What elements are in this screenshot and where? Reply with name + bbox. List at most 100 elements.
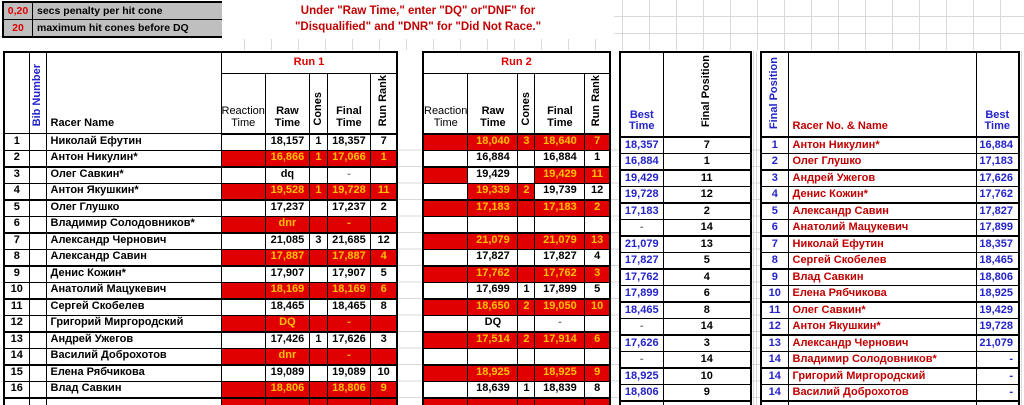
run1-reaction-cell[interactable] [220, 380, 266, 399]
run1-raw-cell[interactable]: 18,157 [264, 133, 310, 151]
standing-best-cell[interactable]: 17,827 [975, 202, 1020, 220]
run1-rank-cell[interactable]: 10 [369, 364, 398, 382]
standing-best-cell[interactable]: 18,806 [975, 268, 1020, 286]
run2-title[interactable]: Run 2 [422, 51, 611, 74]
run2-rank-cell[interactable]: 9 [584, 364, 611, 382]
run1-rank-cell[interactable]: 2 [369, 199, 398, 217]
racer-name-cell[interactable]: Влад Савкин [45, 380, 222, 399]
run1-final-cell[interactable]: 19,728 [326, 182, 371, 201]
run2-reaction-cell[interactable] [422, 265, 469, 283]
run1-reaction-cell[interactable] [220, 298, 266, 316]
run2-cones-cell[interactable] [517, 347, 536, 366]
bib-number-cell[interactable] [28, 331, 47, 349]
row-number-cell[interactable]: 15 [3, 364, 30, 382]
run2-reaction-cell[interactable] [422, 347, 469, 366]
bib-number-cell[interactable] [28, 133, 47, 151]
run1-cones-cell[interactable]: 1 [308, 331, 328, 349]
standing-name-cell[interactable]: Олег Савкин* [787, 301, 977, 319]
run2-raw-cell[interactable]: 18,639 [467, 380, 519, 399]
racer-name-cell[interactable]: Денис Кожин* [45, 265, 222, 283]
bib-number-cell[interactable] [28, 248, 47, 267]
racer-name-header[interactable]: Racer Name [45, 51, 222, 134]
run1-rank-cell[interactable]: 9 [369, 380, 398, 399]
run2-cones-cell[interactable] [517, 149, 536, 168]
run1-cones-header[interactable]: Cones [308, 73, 328, 135]
run2-run-rank-header[interactable]: Run Rank [584, 73, 611, 135]
run2-reaction-cell[interactable] [422, 215, 469, 234]
run1-raw-cell[interactable]: 18,806 [264, 380, 310, 399]
run1-final-cell[interactable]: 18,465 [326, 298, 371, 316]
run2-rank-cell[interactable]: 13 [584, 232, 611, 250]
run2-reaction-cell[interactable] [422, 364, 469, 382]
bib-number-cell[interactable] [28, 166, 47, 184]
racer-name-cell[interactable]: Антон Якушкин* [45, 182, 222, 201]
run1-reaction-cell[interactable] [220, 199, 266, 217]
row-number-cell[interactable]: 1 [3, 133, 30, 151]
run1-rank-cell[interactable]: 3 [369, 331, 398, 349]
run2-reaction-cell[interactable] [422, 380, 469, 399]
run2-cones-cell[interactable] [517, 248, 536, 267]
row-number-cell[interactable]: 13 [3, 331, 30, 349]
run2-cones-cell[interactable]: 1 [517, 281, 536, 300]
best-time-cell[interactable]: - [619, 219, 664, 237]
final-position-cell[interactable]: 11 [662, 169, 752, 187]
run1-reaction-cell[interactable] [220, 133, 266, 151]
best-time-cell[interactable]: 17,899 [619, 285, 664, 303]
final-position-header[interactable]: Final Position [662, 51, 752, 138]
run2-reaction-cell[interactable] [422, 331, 469, 349]
bib-number-cell[interactable] [28, 199, 47, 217]
run1-raw-time-header[interactable]: Raw Time [264, 73, 310, 135]
final-position-cell[interactable]: 5 [662, 252, 752, 270]
run2-final-cell[interactable]: 19,739 [534, 182, 586, 201]
final-position-cell[interactable]: 14 [662, 351, 752, 369]
run1-cones-cell[interactable] [308, 347, 328, 366]
run2-final-cell[interactable]: 19,050 [534, 298, 586, 316]
best-time-cell[interactable]: - [619, 318, 664, 336]
run1-rank-cell[interactable] [369, 347, 398, 366]
run2-cones-cell[interactable]: 2 [517, 331, 536, 349]
racer-name-cell[interactable]: Григорий Миргородский [45, 314, 222, 333]
standing-position-cell[interactable]: 14 [760, 351, 789, 369]
run1-raw-cell[interactable]: DQ [264, 314, 310, 333]
standing-best-cell[interactable]: 17,183 [975, 153, 1020, 171]
run1-final-cell[interactable]: - [326, 166, 371, 184]
run2-reaction-cell[interactable] [422, 298, 469, 316]
penalty-label-cell[interactable]: secs penalty per hit cone [32, 1, 225, 20]
standing-best-cell[interactable]: - [975, 367, 1020, 385]
racer-name-cell[interactable]: Владимир Солодовников* [45, 215, 222, 234]
run2-raw-cell[interactable]: 21,079 [467, 232, 519, 250]
standing-position-cell[interactable]: 3 [760, 169, 789, 187]
best-time-cell[interactable]: 16,884 [619, 153, 664, 171]
standing-best-cell[interactable]: 17,626 [975, 169, 1020, 187]
standing-position-cell[interactable] [760, 400, 789, 405]
run1-cones-cell[interactable] [308, 281, 328, 300]
run1-final-cell[interactable]: 17,887 [326, 248, 371, 267]
run1-raw-cell[interactable]: dnr [264, 215, 310, 234]
run2-cones-cell[interactable] [517, 199, 536, 217]
best-time-cell[interactable]: 18,465 [619, 301, 664, 319]
run1-reaction-time-header[interactable]: Reaction Time [220, 73, 266, 135]
run2-final-cell[interactable]: 21,079 [534, 232, 586, 250]
run1-final-cell[interactable]: 21,685 [326, 232, 371, 250]
run1-rank-cell[interactable]: 6 [369, 281, 398, 300]
run1-final-cell[interactable]: 17,626 [326, 331, 371, 349]
final-position-cell[interactable]: 10 [662, 367, 752, 385]
run2-rank-cell[interactable] [584, 347, 611, 366]
run1-cones-cell[interactable] [308, 265, 328, 283]
row-number-cell[interactable]: 10 [3, 281, 30, 300]
row-number-cell[interactable]: 3 [3, 166, 30, 184]
run1-raw-cell[interactable]: 18,465 [264, 298, 310, 316]
run1-reaction-cell[interactable] [220, 364, 266, 382]
run1-raw-cell[interactable]: 17,907 [264, 265, 310, 283]
standing-best-cell[interactable]: - [975, 384, 1020, 402]
run1-final-cell[interactable]: 17,066 [326, 149, 371, 168]
bib-number-cell[interactable] [28, 380, 47, 399]
run1-reaction-cell[interactable] [220, 314, 266, 333]
standing-position-cell[interactable]: 10 [760, 285, 789, 303]
run1-cones-cell[interactable] [308, 215, 328, 234]
run2-reaction-time-header[interactable]: Reaction Time [422, 73, 469, 135]
bib-number-cell[interactable] [28, 232, 47, 250]
run1-cones-cell[interactable] [308, 364, 328, 382]
standing-name-cell[interactable]: Николай Ефутин [787, 235, 977, 253]
bib-number-cell[interactable] [28, 397, 47, 405]
